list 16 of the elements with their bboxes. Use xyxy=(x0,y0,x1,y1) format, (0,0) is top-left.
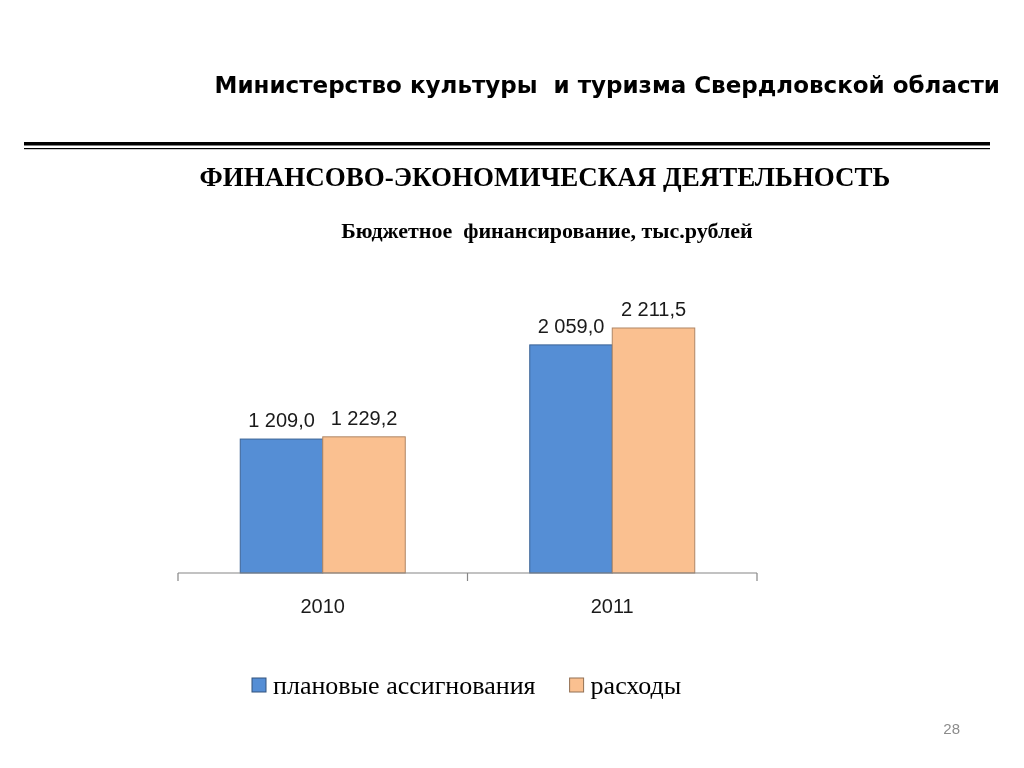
data-label: 1 209,0 xyxy=(248,409,315,432)
legend-label: плановые ассигнования xyxy=(273,671,536,700)
chart-title: ФИНАНСОВО-ЭКОНОМИЧЕСКАЯ ДЕЯТЕЛЬНОСТЬ xyxy=(199,162,891,192)
text: Министерство культуры и туризма Свердловской области xyxy=(214,72,1000,98)
data-label: 2 059,0 xyxy=(537,314,605,337)
x-tick-label: 2011 xyxy=(590,595,634,617)
chart-subtitle: Бюджетное финансирование, тыс.рублей xyxy=(341,218,754,243)
bar xyxy=(611,327,696,574)
data-label: 2 211,5 xyxy=(620,298,687,320)
data-label: 1 229,2 xyxy=(330,406,398,429)
bar xyxy=(322,436,406,574)
x-tick-label: 2010 xyxy=(300,595,345,617)
bar xyxy=(529,344,613,574)
bar xyxy=(239,438,324,574)
text: 28 xyxy=(943,720,960,737)
legend-label: расходы xyxy=(590,671,682,700)
